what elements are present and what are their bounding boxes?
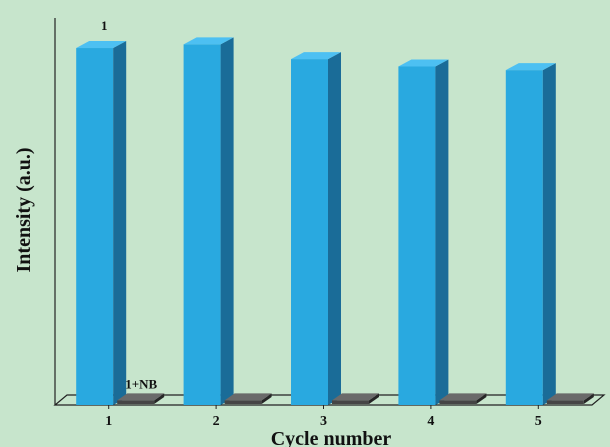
bar-top <box>546 393 594 401</box>
x-tick-label: 1 <box>105 414 112 429</box>
series-label-1: 1 <box>101 18 108 33</box>
bar-side <box>220 37 234 406</box>
bar-side <box>328 52 341 405</box>
bar-side <box>261 393 272 404</box>
bar-side <box>435 59 449 405</box>
bar-front <box>224 400 262 404</box>
bar-front <box>439 400 477 404</box>
bar <box>291 52 341 406</box>
bar-top <box>332 393 379 401</box>
x-tick-label: 3 <box>320 414 327 429</box>
bar-top <box>183 37 234 45</box>
x-tick-label: 4 <box>427 414 434 429</box>
bar-side <box>542 63 556 406</box>
bar-front <box>332 400 369 404</box>
bar <box>398 59 449 405</box>
bar-top <box>398 59 449 67</box>
x-axis-title: Cycle number <box>271 428 392 447</box>
bar-front <box>546 400 584 404</box>
series-label-1-nb: 1+NB <box>125 376 157 391</box>
bar-front <box>398 66 436 405</box>
bar-side <box>154 393 165 404</box>
bar <box>332 393 379 404</box>
bar-top <box>505 63 556 71</box>
bar-front <box>117 400 155 404</box>
bar <box>183 37 234 406</box>
bar-side <box>476 393 487 404</box>
bar-top <box>224 393 272 401</box>
x-tick-label: 2 <box>213 414 220 429</box>
bar <box>224 393 272 404</box>
bar <box>505 63 556 406</box>
y-axis-title: Intensity (a.u.) <box>13 147 35 272</box>
bar <box>76 41 127 405</box>
x-tick-label: 5 <box>535 414 542 429</box>
bar-top <box>117 393 165 401</box>
bar-top <box>439 393 487 401</box>
bar <box>439 393 487 404</box>
bar-front <box>76 48 114 405</box>
bar <box>117 393 165 404</box>
bar-top <box>291 52 341 60</box>
bar <box>546 393 594 404</box>
bar-front <box>291 59 328 406</box>
bar-front <box>183 44 221 406</box>
bar-side <box>583 393 594 404</box>
bar-side <box>113 41 127 405</box>
bar-front <box>505 70 543 406</box>
labels: Intensity (a.u.) Cycle number 1 1 1+NB 2 3 4 5 <box>13 18 542 447</box>
bars <box>76 37 594 406</box>
bar-side <box>369 393 379 404</box>
bar-top <box>76 41 127 49</box>
